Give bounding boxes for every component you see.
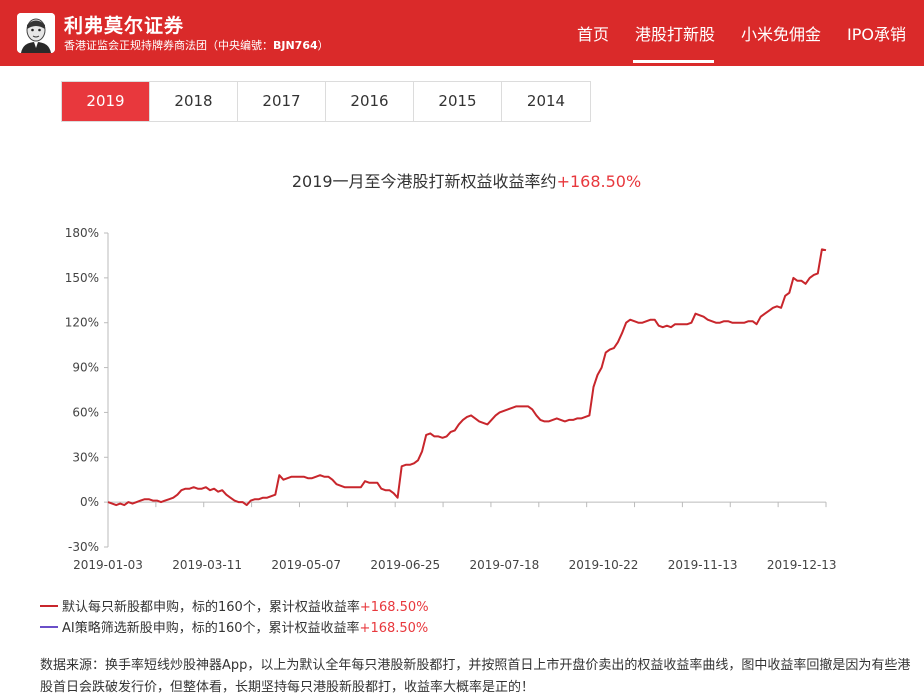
chart-title: 2019一月至今港股打新权益收益率约+168.50% [0,168,924,192]
legend-value: +168.50% [359,600,429,615]
y-tick-label: 180% [65,226,99,240]
tab-2019[interactable]: 2019 [62,82,150,121]
chart-axes: -30% 0% 30% 60% 90% 120% 150% 180% 2019-01-03 201… [65,226,837,572]
x-tick-label: 2019-06-25 [370,558,440,572]
tab-2018[interactable]: 2018 [150,82,238,121]
portrait-icon [17,13,55,53]
legend-label: AI策略筛选新股申购，标的160个，累计权益收益率 [62,621,360,636]
x-tick-label: 2019-11-13 [668,558,738,572]
chart-title-text: 2019一月至今港股打新权益收益率约 [291,172,557,191]
nav-active-indicator [633,60,714,63]
nav-ipo-underwriting[interactable]: IPO承销 [847,25,906,44]
x-tick-label: 2019-12-13 [767,558,837,572]
top-header: 利弗莫尔证券 香港证监会正规持牌券商法团（中央编號：BJN764） 首页 港股打… [0,0,924,66]
nav-hk-ipo[interactable]: 港股打新股 [635,25,716,44]
brand-license-code: BJN764 [273,39,318,52]
legend-swatch-purple [40,625,58,628]
brand-license-prefix: 香港证监会正规持牌券商法团（中央编號： [64,39,273,52]
y-tick-label: -30% [68,540,99,554]
x-tick-label: 2019-10-22 [569,558,639,572]
legend-value: +168.50% [359,621,429,636]
y-tick-label: 30% [72,450,99,464]
y-tick-label: 60% [72,405,99,419]
year-tabs: 2019 2018 2017 2016 2015 2014 [61,81,591,122]
x-tick-label: 2019-01-03 [73,558,143,572]
brand-name: 利弗莫尔证券 [64,15,185,37]
y-tick-label: 0% [80,495,99,509]
x-tick-label: 2019-07-18 [470,558,540,572]
legend-label: 默认每只新股都申购，标的160个，累计权益收益率 [62,600,360,615]
tab-2014[interactable]: 2014 [526,92,566,110]
y-tick-label: 90% [72,361,99,375]
chart-title-value: +168.50% [556,172,642,191]
legend-swatch-red [40,604,58,607]
brand-license-suffix: ） [317,39,329,52]
y-tick-label: 120% [65,316,99,330]
data-source-note: 数据来源：换手率短线炒股神器App，以上为默认全年每只港股新股都打，并按照首日上… [40,658,911,695]
legend-item-ai[interactable]: AI策略筛选新股申购，标的160个，累计权益收益率+168.50% [40,617,428,636]
tab-2016[interactable]: 2016 [326,82,414,121]
y-tick-label: 150% [65,271,99,285]
chart-series [107,248,827,507]
x-tick-label: 2019-05-07 [271,558,341,572]
tab-2015[interactable]: 2015 [414,82,502,121]
brand-logo[interactable] [17,13,55,53]
tab-2017[interactable]: 2017 [238,82,326,121]
nav-home[interactable]: 首页 [577,25,610,44]
series-line-default [107,248,827,507]
return-line-chart: -30% 0% 30% 60% 90% 120% 150% 180% 2019-01-03 201… [65,226,837,572]
nav-xiaomi-free-commission[interactable]: 小米免佣金 [741,25,822,44]
brand-license: 香港证监会正规持牌券商法团（中央编號：BJN764） [64,37,329,53]
legend-item-default[interactable]: 默认每只新股都申购，标的160个，累计权益收益率+168.50% [40,596,429,615]
x-tick-label: 2019-03-11 [172,558,242,572]
